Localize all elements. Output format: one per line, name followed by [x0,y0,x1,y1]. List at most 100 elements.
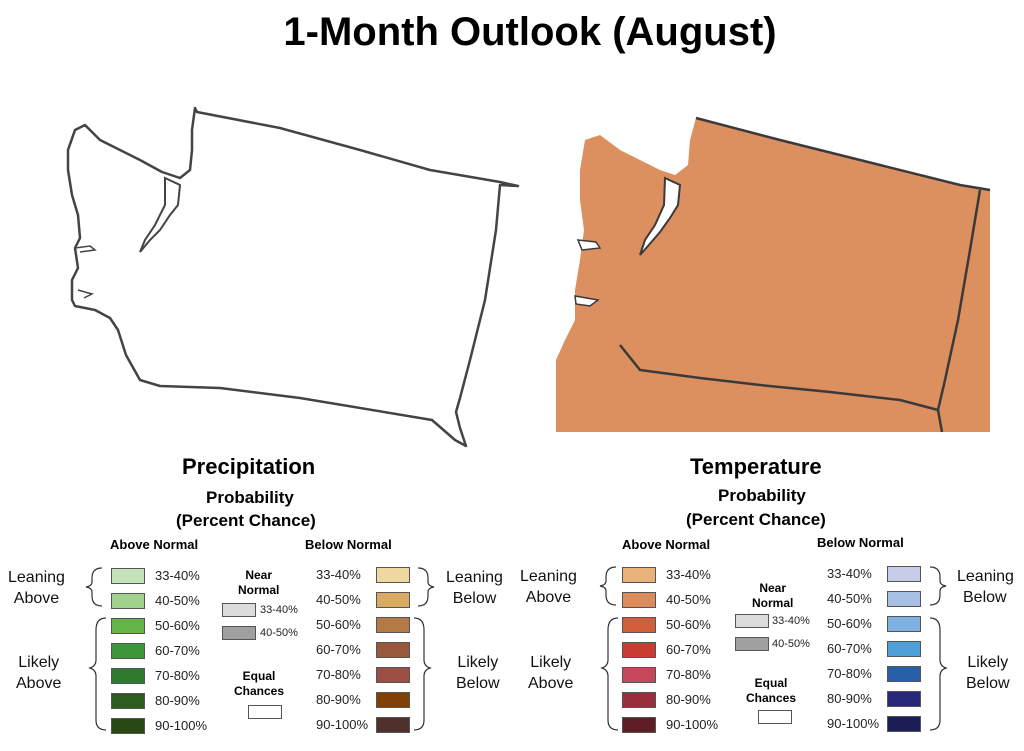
temp-above-swatch-5 [622,667,656,683]
coastal-inlet-precip [74,245,97,299]
temp-above-header: Above Normal [622,537,711,552]
temp-above-label-2: 40-50% [666,592,711,607]
brace-temp-likely-above [600,617,619,731]
temp-below-swatch-5 [887,666,921,682]
temp-percent-chance: (Percent Chance) [686,510,826,529]
temp-above-label-6: 80-90% [666,692,711,707]
precip-below-label-5: 70-80% [316,667,361,682]
temp-below-label-5: 70-80% [827,666,872,681]
precip-above-swatch-2 [111,593,145,609]
precip-below-label-3: 50-60% [316,617,361,632]
precip-above-header: Above Normal [110,537,199,552]
temp-leaning-above: Leaning Above [520,568,577,606]
precip-probability: Probability [206,488,294,507]
precip-above-swatch-3 [111,618,145,634]
temp-leaning-below: Leaning Below [957,568,1014,606]
coastal-inlet-temp [574,239,602,307]
precip-below-swatch-7 [376,717,410,733]
temp-above-label-4: 60-70% [666,642,711,657]
temp-above-label-3: 50-60% [666,617,711,632]
temp-equal-chances-swatch [758,710,792,724]
precipitation-map [66,106,520,448]
brace-temp-leaning-above [599,566,617,606]
precip-percent-chance: (Percent Chance) [176,511,316,530]
temp-below-label-7: 90-100% [827,716,880,731]
temp-below-swatch-1 [887,566,921,582]
brace-precip-likely-below [413,617,432,731]
precip-near-normal-title: Near Normal [238,568,280,597]
temp-above-label-1: 33-40% [666,567,711,582]
precip-near-normal-swatch-1 [222,603,256,617]
temp-below-label-1: 33-40% [827,566,872,581]
precip-above-swatch-6 [111,693,145,709]
temp-below-swatch-3 [887,616,921,632]
precip-below-label-2: 40-50% [316,592,361,607]
precip-near-normal-swatch-2 [222,626,256,640]
state-border-temp [695,116,991,192]
page-title: 1-Month Outlook (August) [283,10,777,54]
temp-above-label-7: 90-100% [666,717,719,732]
puget-sound-precip [139,176,182,253]
precip-above-label-5: 70-80% [155,668,200,683]
precip-near-normal-label-1: 33-40% [260,604,298,616]
temp-above-swatch-1 [622,567,656,583]
precip-above-label-3: 50-60% [155,618,200,633]
precip-below-label-6: 80-90% [316,692,361,707]
brace-precip-likely-above [88,617,107,731]
precip-below-swatch-6 [376,692,410,708]
brace-precip-leaning-above [85,567,103,607]
temp-near-normal-swatch-2 [735,637,769,651]
temp-above-swatch-3 [622,617,656,633]
temp-below-swatch-4 [887,641,921,657]
temp-above-label-5: 70-80% [666,667,711,682]
precip-leaning-above: Leaning Above [8,569,65,607]
precip-equal-chances-title: Equal Chances [234,669,285,698]
temp-above-swatch-4 [622,642,656,658]
temp-below-label-2: 40-50% [827,591,872,606]
precip-above-swatch-1 [111,568,145,584]
brace-precip-leaning-below [417,567,435,607]
precip-below-label-1: 33-40% [316,567,361,582]
east-border-temp [936,189,982,433]
precip-above-swatch-4 [111,643,145,659]
temperature-map [556,116,991,433]
temp-below-swatch-6 [887,691,921,707]
brace-temp-leaning-below [929,566,947,606]
puget-sound-temp [639,176,682,256]
washington-outline-precip [66,106,520,448]
precip-above-label-1: 33-40% [155,568,200,583]
precip-above-label-4: 60-70% [155,643,200,658]
south-border-temp [619,344,939,412]
precip-below-swatch-3 [376,617,410,633]
temp-above-swatch-7 [622,717,656,733]
temp-below-label-4: 60-70% [827,641,872,656]
brace-temp-likely-below [929,617,948,731]
temp-near-normal-swatch-1 [735,614,769,628]
precip-likely-below: Likely Below [456,654,500,692]
temp-heading: Temperature [690,454,822,479]
temp-near-normal-label-1: 33-40% [772,615,810,627]
precip-below-header: Below Normal [305,537,392,552]
temp-below-swatch-2 [887,591,921,607]
temp-below-label-6: 80-90% [827,691,872,706]
precip-below-swatch-2 [376,592,410,608]
temp-equal-chances-title: Equal Chances [746,676,797,705]
temp-below-header: Below Normal [817,535,904,550]
temp-below-label-3: 50-60% [827,616,872,631]
precip-likely-above: Likely Above [16,654,62,692]
precip-heading: Precipitation [182,454,316,479]
precip-below-label-4: 60-70% [316,642,361,657]
temp-likely-below: Likely Below [966,654,1010,692]
temp-above-swatch-2 [622,592,656,608]
temp-near-normal-label-2: 40-50% [772,638,810,650]
temp-near-normal-title: Near Normal [752,581,794,610]
precip-below-label-7: 90-100% [316,717,369,732]
precip-above-label-6: 80-90% [155,693,200,708]
precip-equal-chances-swatch [248,705,282,719]
precip-above-swatch-7 [111,718,145,734]
precip-below-swatch-5 [376,667,410,683]
precip-above-label-2: 40-50% [155,593,200,608]
precip-near-normal-label-2: 40-50% [260,627,298,639]
